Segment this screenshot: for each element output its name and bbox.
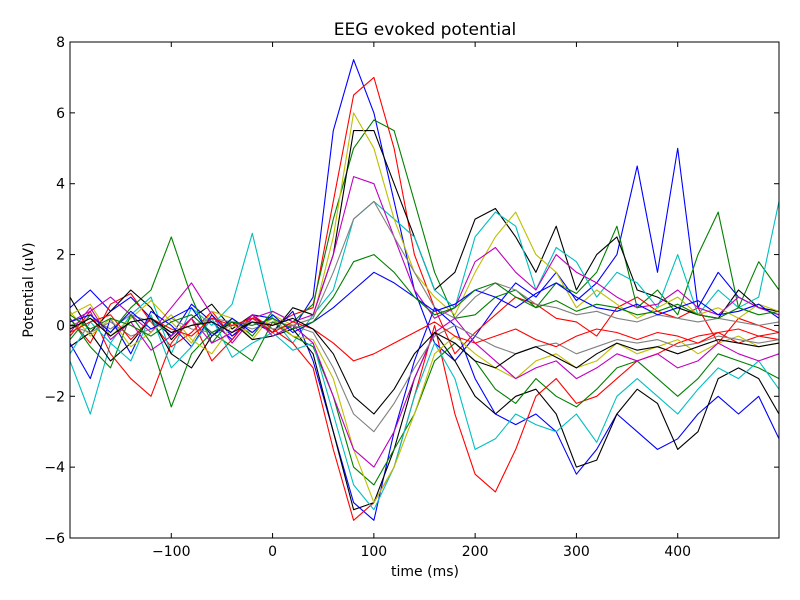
- y-tick-label: −2: [44, 389, 65, 405]
- chart-title: EEG evoked potential: [334, 20, 517, 40]
- y-axis-label: Potential (uV): [21, 242, 37, 337]
- y-tick-label: 4: [56, 177, 65, 193]
- y-tick-label: 0: [56, 318, 65, 334]
- y-tick-label: −6: [44, 531, 65, 547]
- series-layer: [70, 59, 779, 521]
- x-tick-label: 200: [462, 544, 489, 560]
- series-line-18: [70, 314, 779, 362]
- series-line-17: [70, 271, 779, 337]
- series-line-19: [70, 254, 779, 337]
- y-tick-label: 6: [56, 106, 65, 122]
- x-tick-label: 400: [664, 544, 691, 560]
- y-tick-label: −4: [44, 460, 65, 476]
- series-line-9: [70, 307, 779, 521]
- x-tick-label: 100: [360, 544, 387, 560]
- x-tick-label: 0: [268, 544, 277, 560]
- tick-layer: −100 0 100 200 300 400 −6 −4 −2 0 2 4 6 8: [44, 35, 779, 560]
- series-line-5: [70, 200, 779, 415]
- series-line-6: [70, 112, 779, 344]
- plot-frame: [69, 41, 780, 539]
- series-line-16: [70, 317, 779, 433]
- series-line-20: [70, 317, 779, 415]
- x-axis-label: time (ms): [391, 564, 459, 580]
- series-line-12: [70, 314, 779, 486]
- series-line-15: [70, 307, 779, 468]
- y-tick-label: 8: [56, 35, 65, 51]
- x-tick-label: −100: [152, 544, 190, 560]
- y-tick-label: 2: [56, 248, 65, 264]
- series-line-13: [70, 314, 779, 511]
- x-tick-label: 300: [563, 544, 590, 560]
- series-line-10: [70, 310, 779, 521]
